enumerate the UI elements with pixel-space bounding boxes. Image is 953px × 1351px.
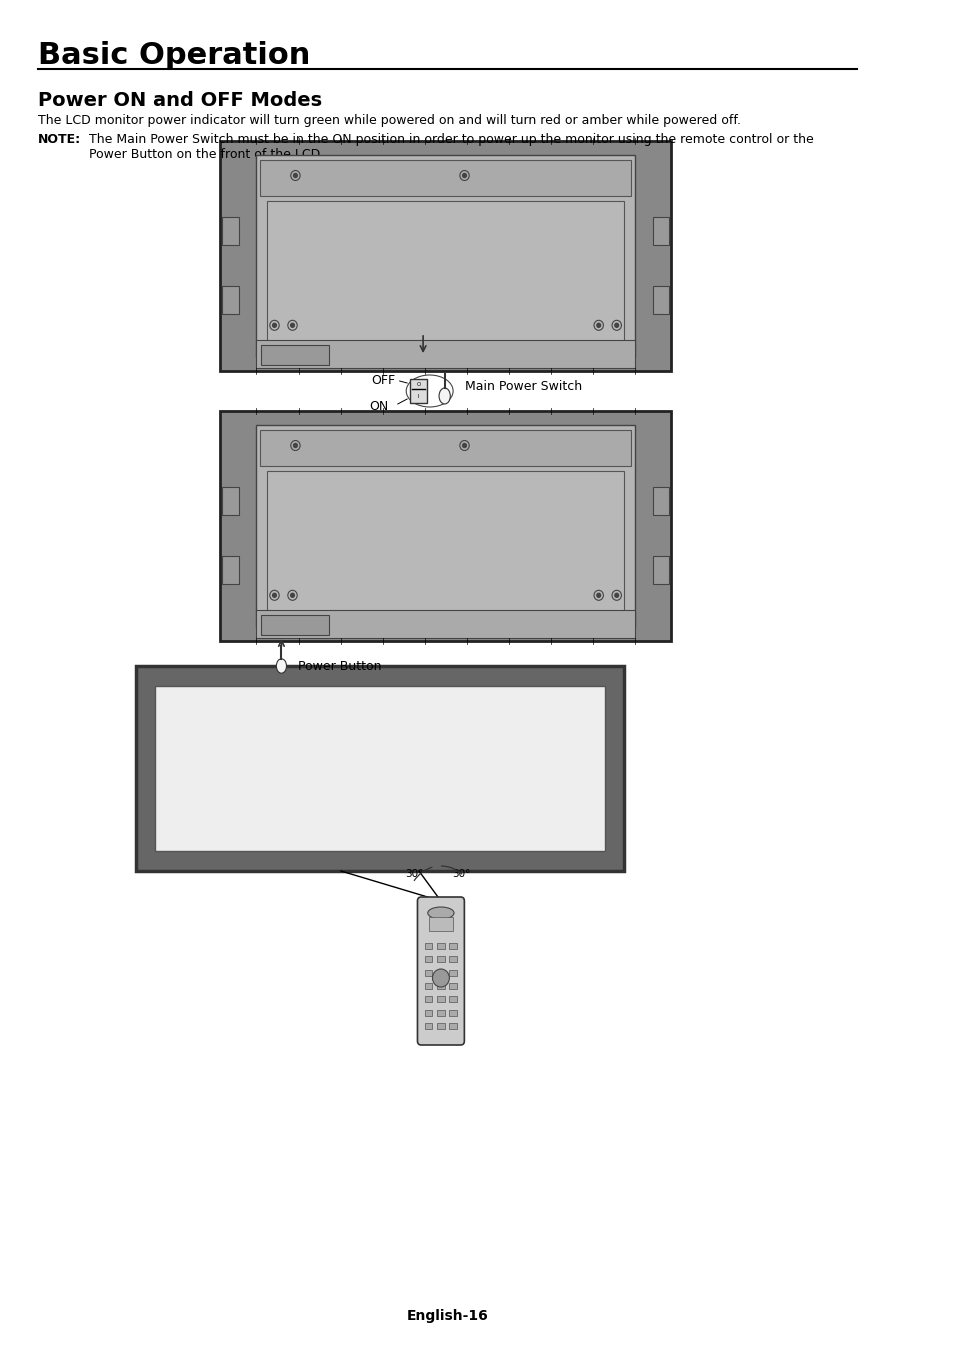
Bar <box>136 666 623 871</box>
Text: ON: ON <box>369 400 389 412</box>
Bar <box>436 970 444 975</box>
Bar <box>261 616 329 635</box>
Text: English-16: English-16 <box>406 1309 488 1323</box>
Bar <box>449 996 456 1002</box>
Circle shape <box>291 593 294 597</box>
Text: OFF: OFF <box>371 374 395 388</box>
Bar <box>436 943 444 948</box>
Bar <box>449 1009 456 1016</box>
Bar <box>424 1023 432 1029</box>
Text: 30°: 30° <box>405 869 423 880</box>
Bar <box>256 611 634 638</box>
Bar <box>436 996 444 1002</box>
Bar <box>424 957 432 962</box>
Text: Power Button: Power Button <box>298 659 381 673</box>
Circle shape <box>291 323 294 327</box>
Ellipse shape <box>438 388 450 404</box>
Bar <box>222 218 238 245</box>
Text: Basic Operation: Basic Operation <box>37 41 310 70</box>
Bar <box>428 917 453 931</box>
Bar <box>449 970 456 975</box>
Text: Main Power Switch: Main Power Switch <box>465 380 582 393</box>
Circle shape <box>462 443 466 447</box>
Bar <box>652 218 668 245</box>
Bar <box>256 155 634 357</box>
Bar <box>652 286 668 313</box>
Bar <box>256 340 634 367</box>
FancyBboxPatch shape <box>417 897 464 1046</box>
Text: The LCD monitor power indicator will turn green while powered on and will turn r: The LCD monitor power indicator will tur… <box>37 113 740 127</box>
Bar <box>267 201 623 347</box>
Text: Power ON and OFF Modes: Power ON and OFF Modes <box>37 91 321 109</box>
Bar <box>449 957 456 962</box>
Circle shape <box>294 173 297 177</box>
Text: NOTE:: NOTE: <box>37 132 81 146</box>
Bar <box>261 346 329 365</box>
Bar <box>652 555 668 584</box>
Bar <box>424 984 432 989</box>
Bar <box>260 430 631 466</box>
Ellipse shape <box>427 907 454 919</box>
Bar <box>436 957 444 962</box>
Bar <box>436 1009 444 1016</box>
Text: Using the remote control: Using the remote control <box>367 709 523 721</box>
Bar <box>436 984 444 989</box>
Circle shape <box>432 969 449 988</box>
Text: The Main Power Switch must be in the ON position in order to power up the monito: The Main Power Switch must be in the ON … <box>89 132 813 161</box>
Circle shape <box>614 593 618 597</box>
Circle shape <box>273 323 276 327</box>
Bar <box>449 943 456 948</box>
Bar <box>424 1009 432 1016</box>
Bar <box>267 471 623 617</box>
Bar <box>424 970 432 975</box>
Circle shape <box>614 323 618 327</box>
Bar <box>154 686 604 851</box>
Bar <box>220 141 670 372</box>
Bar <box>424 943 432 948</box>
Bar <box>260 159 631 196</box>
Bar <box>222 286 238 313</box>
Bar <box>449 984 456 989</box>
Circle shape <box>294 443 297 447</box>
Bar <box>652 486 668 515</box>
Bar <box>222 486 238 515</box>
Ellipse shape <box>276 659 286 673</box>
Circle shape <box>597 323 600 327</box>
Bar <box>449 1023 456 1029</box>
Bar <box>424 996 432 1002</box>
Circle shape <box>597 593 600 597</box>
Circle shape <box>462 173 466 177</box>
Bar <box>220 411 670 640</box>
Bar <box>222 555 238 584</box>
Bar <box>410 380 426 403</box>
Text: O: O <box>416 382 420 388</box>
Bar <box>436 1023 444 1029</box>
Text: 30°: 30° <box>452 869 470 880</box>
Bar <box>256 424 634 627</box>
Text: I: I <box>417 394 418 400</box>
Circle shape <box>273 593 276 597</box>
